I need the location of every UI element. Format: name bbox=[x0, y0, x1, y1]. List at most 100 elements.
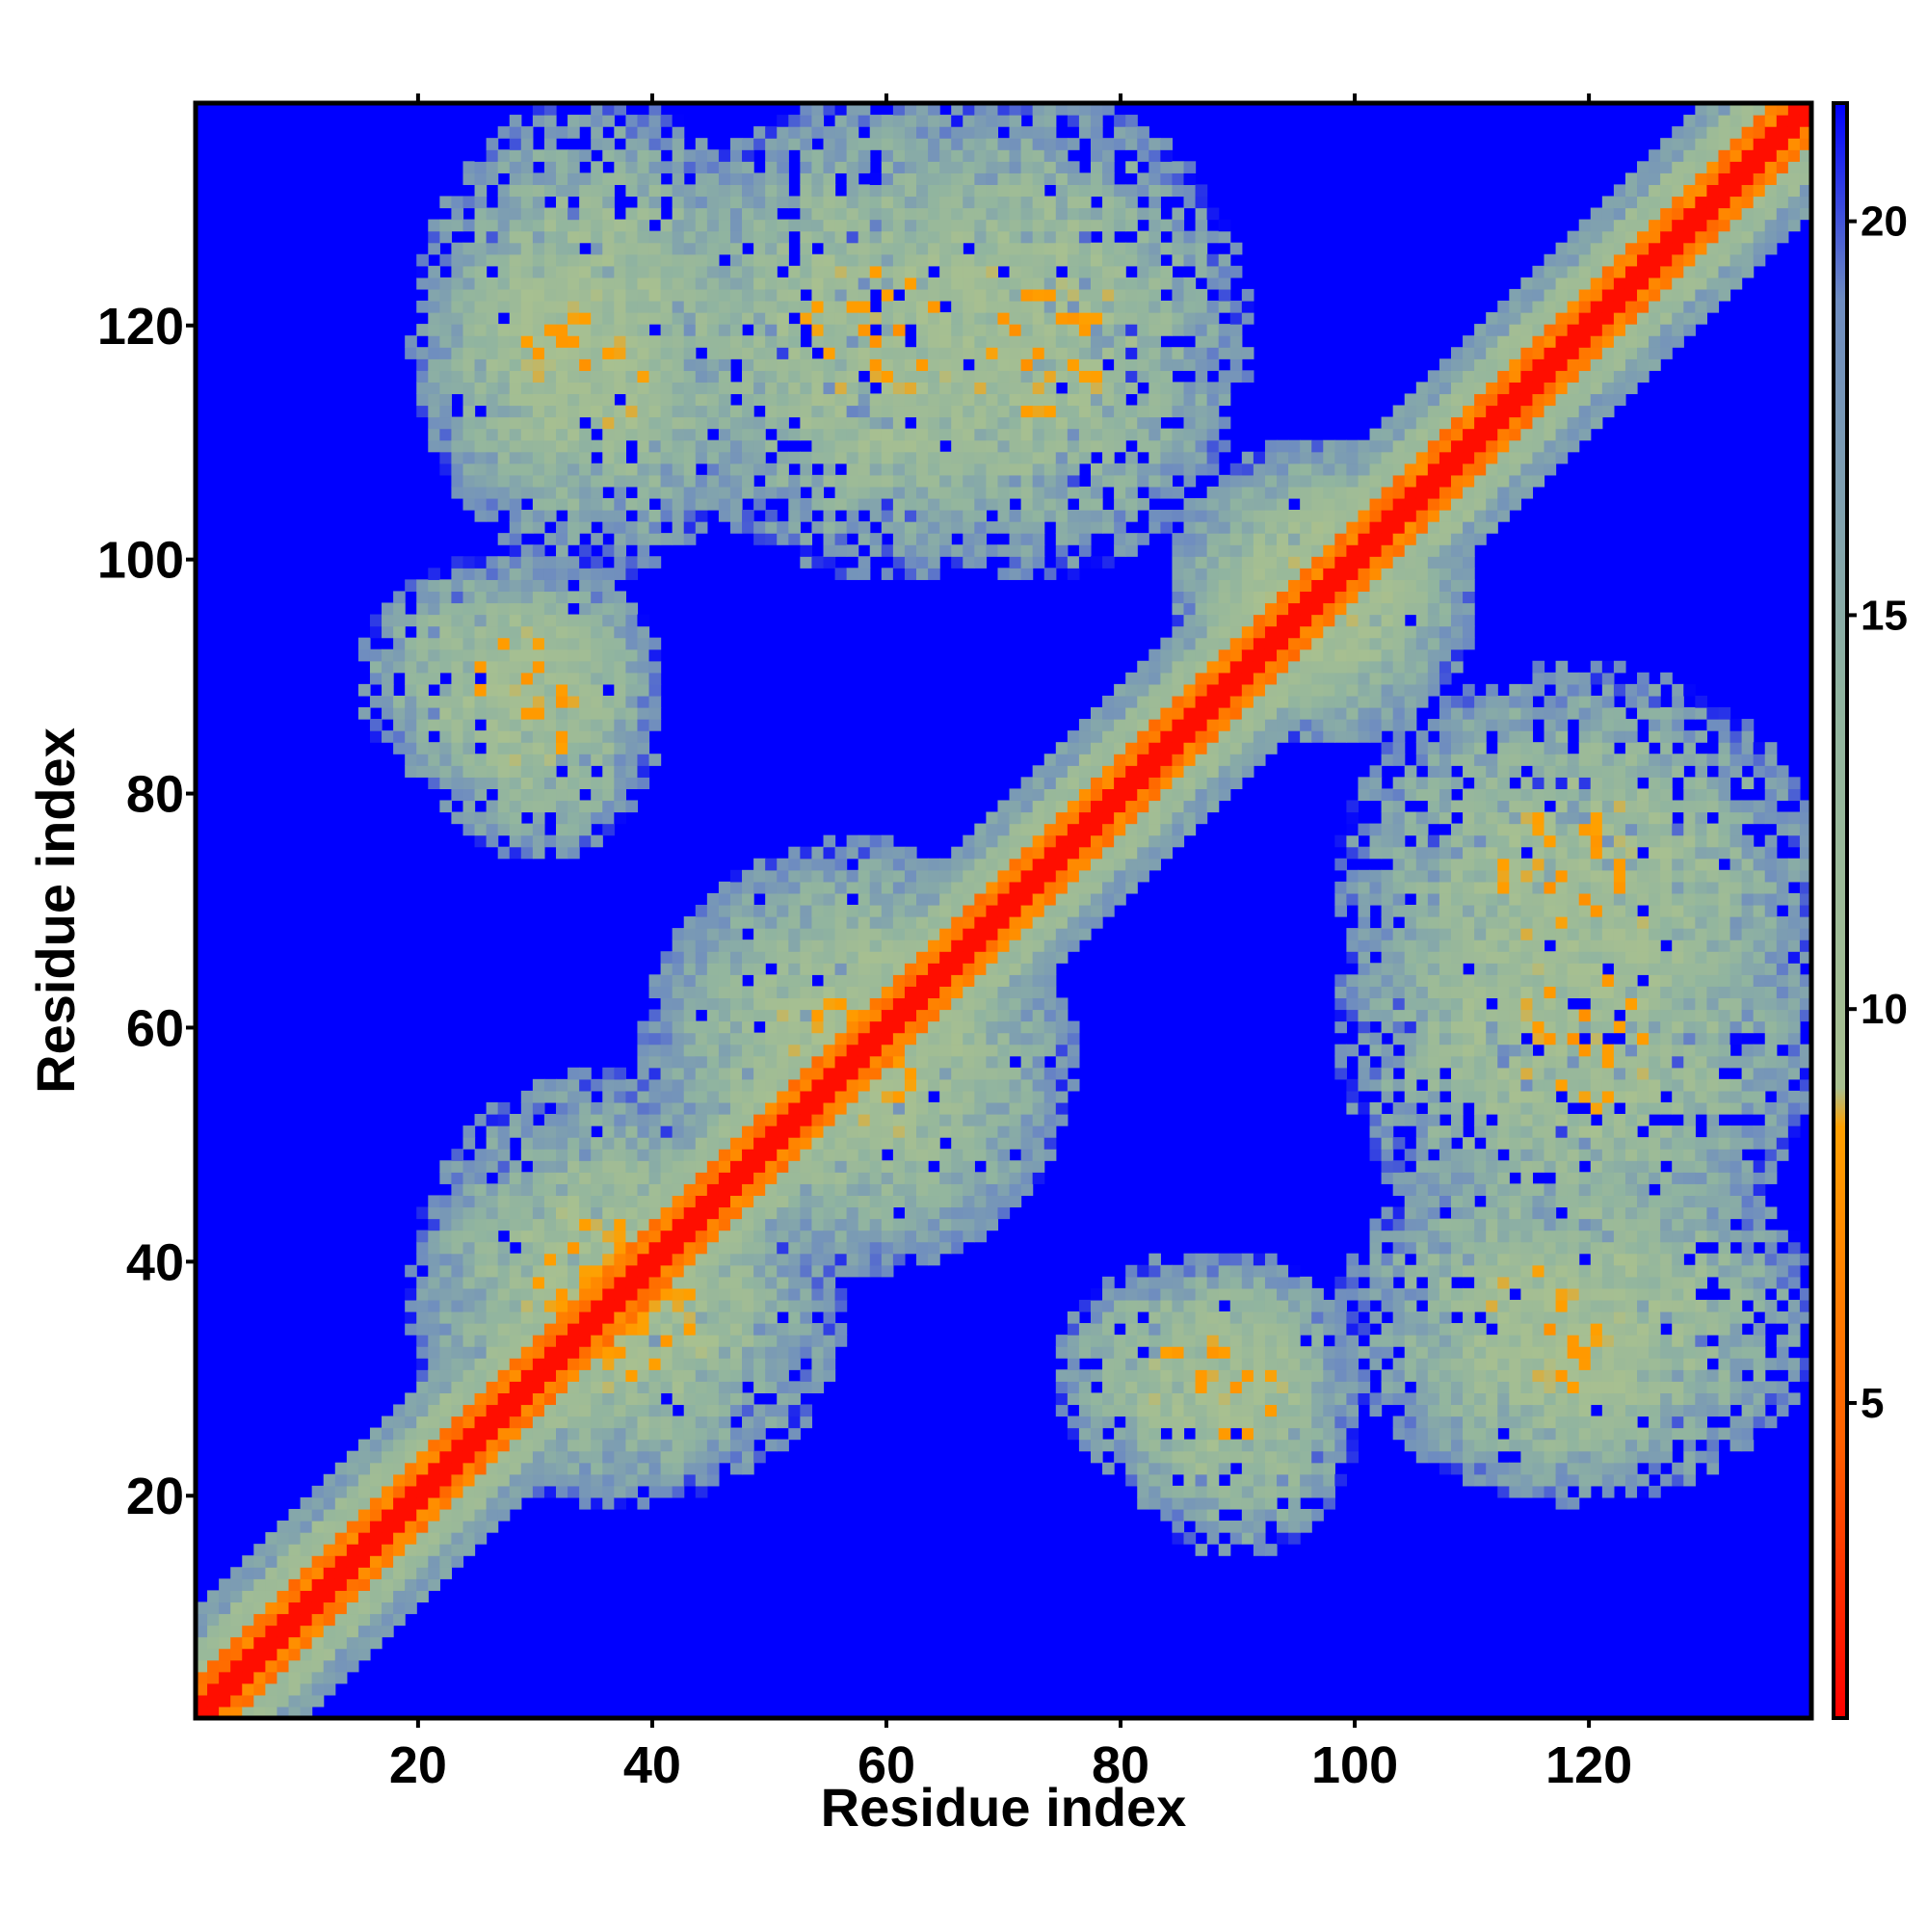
heatmap-cell bbox=[997, 1020, 1011, 1034]
heatmap-cell bbox=[648, 370, 662, 383]
heatmap-cell bbox=[648, 660, 662, 674]
heatmap-cell bbox=[1055, 1346, 1069, 1359]
heatmap-cell bbox=[729, 428, 743, 441]
heatmap-cell bbox=[474, 1230, 488, 1243]
heatmap-cell bbox=[591, 834, 603, 848]
heatmap-cell bbox=[416, 660, 429, 674]
heatmap-cell bbox=[823, 1310, 836, 1324]
heatmap-cell bbox=[497, 1241, 511, 1255]
heatmap-cell bbox=[637, 161, 650, 173]
heatmap-cell bbox=[916, 1253, 929, 1266]
heatmap-cell bbox=[486, 1427, 499, 1441]
heatmap-cell bbox=[846, 1090, 859, 1103]
heatmap-cell bbox=[602, 706, 615, 720]
heatmap-cell bbox=[660, 382, 673, 395]
heatmap-cell bbox=[323, 1532, 336, 1545]
heatmap-cell bbox=[462, 196, 476, 209]
heatmap-cell bbox=[939, 1114, 952, 1126]
heatmap-cell bbox=[591, 579, 603, 593]
heatmap-cell bbox=[928, 940, 940, 952]
heatmap-cell bbox=[1020, 823, 1034, 836]
heatmap-cell bbox=[323, 1567, 336, 1579]
heatmap-cell bbox=[892, 347, 906, 359]
heatmap-cell bbox=[858, 1101, 871, 1115]
heatmap-cell bbox=[405, 1264, 417, 1278]
heatmap-cell bbox=[729, 1323, 743, 1336]
heatmap-cell bbox=[288, 1682, 302, 1696]
heatmap-cell bbox=[1078, 1323, 1092, 1336]
heatmap-cell bbox=[556, 777, 568, 789]
heatmap-cell bbox=[974, 405, 987, 418]
heatmap-cell bbox=[939, 1020, 952, 1034]
heatmap-cell bbox=[892, 265, 906, 278]
heatmap-cell bbox=[1043, 219, 1057, 232]
heatmap-cell bbox=[451, 196, 464, 209]
heatmap-cell bbox=[1032, 556, 1045, 569]
heatmap-cell bbox=[986, 103, 999, 116]
heatmap-cell bbox=[648, 1230, 662, 1243]
heatmap-cell bbox=[729, 497, 743, 511]
heatmap-cell bbox=[939, 324, 952, 336]
heatmap-cell bbox=[869, 1264, 883, 1278]
heatmap-cell bbox=[777, 1125, 789, 1138]
heatmap-cell bbox=[963, 533, 975, 545]
heatmap-cell bbox=[497, 730, 511, 743]
heatmap-cell bbox=[904, 1195, 917, 1208]
heatmap-cell bbox=[1055, 486, 1069, 499]
heatmap-cell bbox=[753, 940, 766, 952]
heatmap-cell bbox=[892, 928, 906, 940]
heatmap-cell bbox=[986, 149, 999, 162]
heatmap-cell bbox=[1055, 347, 1069, 359]
heatmap-cell bbox=[1078, 1299, 1092, 1312]
heatmap-cell bbox=[230, 1567, 243, 1579]
heatmap-cell bbox=[637, 1090, 650, 1103]
heatmap-cell bbox=[393, 719, 406, 731]
heatmap-cell bbox=[428, 288, 440, 302]
heatmap-cell bbox=[625, 1299, 639, 1312]
heatmap-cell bbox=[846, 253, 859, 267]
heatmap-cell bbox=[800, 253, 813, 267]
heatmap-cell bbox=[683, 1055, 697, 1069]
heatmap-cell bbox=[1043, 451, 1057, 464]
heatmap-cell bbox=[416, 358, 429, 371]
heatmap-cell bbox=[439, 1241, 453, 1255]
heatmap-cell bbox=[777, 951, 789, 964]
heatmap-cell bbox=[556, 416, 568, 430]
heatmap-cell bbox=[579, 335, 592, 348]
heatmap-cell bbox=[660, 428, 673, 441]
heatmap-cell bbox=[637, 300, 650, 313]
heatmap-cell bbox=[462, 497, 476, 511]
heatmap-cell bbox=[742, 451, 754, 464]
heatmap-cell bbox=[1078, 1392, 1092, 1406]
heatmap-cell bbox=[416, 625, 429, 639]
heatmap-cell bbox=[695, 1206, 708, 1220]
heatmap-cell bbox=[591, 1358, 603, 1370]
heatmap-cell bbox=[718, 1218, 731, 1231]
heatmap-cell bbox=[614, 1067, 626, 1080]
heatmap-cell bbox=[416, 1230, 429, 1243]
heatmap-cell bbox=[986, 312, 999, 325]
heatmap-cell bbox=[591, 1218, 603, 1231]
heatmap-cell bbox=[753, 312, 766, 325]
heatmap-cell bbox=[591, 347, 603, 359]
heatmap-cell bbox=[532, 149, 545, 162]
heatmap-cell bbox=[695, 370, 708, 383]
heatmap-cell bbox=[357, 1544, 371, 1556]
heatmap-cell bbox=[729, 416, 743, 430]
heatmap-cell bbox=[916, 1020, 929, 1034]
heatmap-cell bbox=[311, 1544, 325, 1556]
heatmap-cell bbox=[382, 695, 394, 708]
heatmap-cell bbox=[637, 1310, 650, 1324]
heatmap-cell bbox=[614, 1230, 626, 1243]
heatmap-cell bbox=[892, 1230, 906, 1243]
heatmap-cell bbox=[660, 1404, 673, 1417]
heatmap-cell bbox=[1032, 904, 1045, 917]
heatmap-cell bbox=[1032, 393, 1045, 407]
heatmap-cell bbox=[881, 904, 894, 917]
heatmap-cell bbox=[439, 719, 453, 731]
heatmap-cell bbox=[637, 1439, 650, 1452]
heatmap-cell bbox=[520, 1287, 534, 1301]
heatmap-cell bbox=[382, 1462, 394, 1475]
heatmap-cell bbox=[253, 1613, 266, 1627]
heatmap-cell bbox=[602, 1114, 615, 1126]
